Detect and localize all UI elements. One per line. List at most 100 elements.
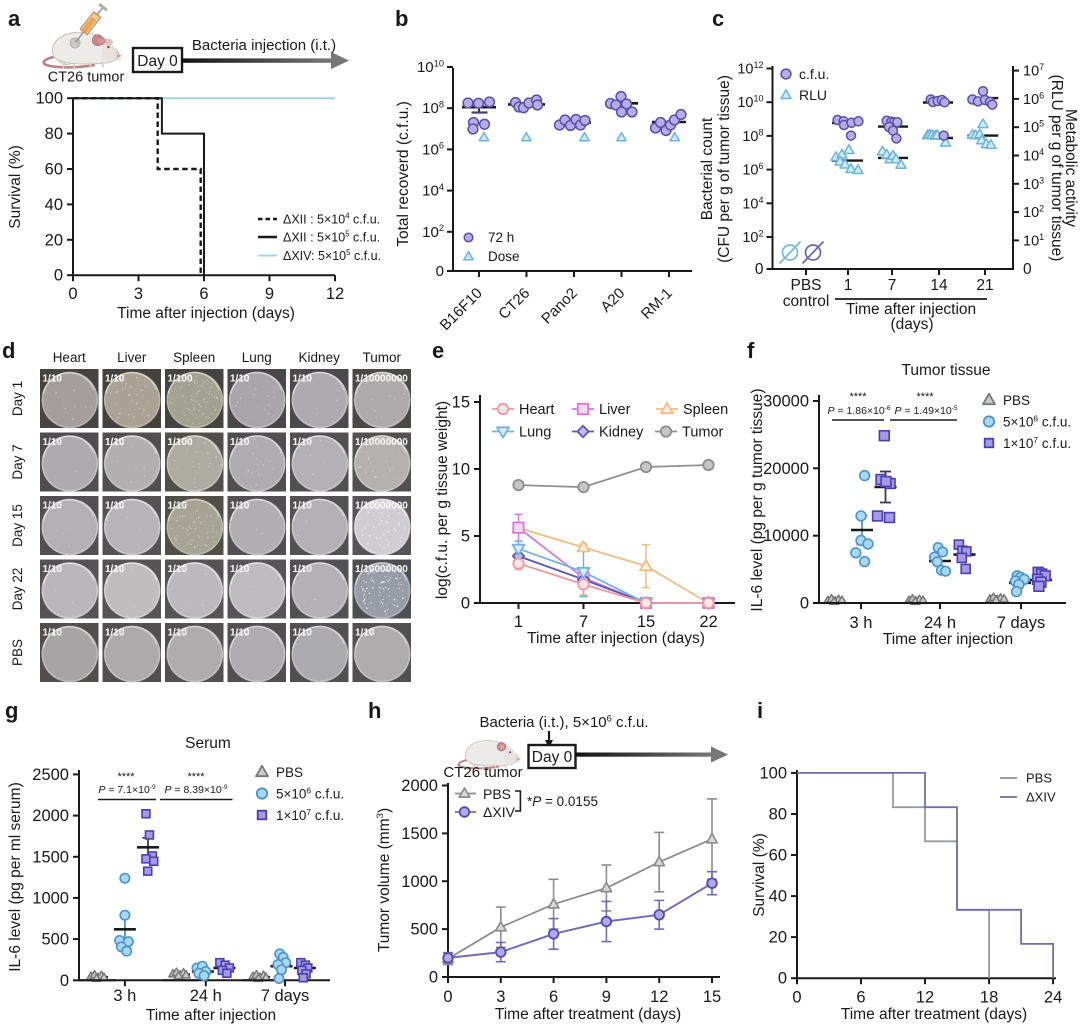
svg-text:PBS: PBS (790, 277, 821, 294)
svg-text:5×106 c.f.u.: 5×106 c.f.u. (1003, 413, 1071, 429)
svg-text:0: 0 (68, 285, 77, 303)
svg-text:20: 20 (769, 929, 787, 947)
svg-text:PBS: PBS (276, 765, 303, 780)
svg-text:1000: 1000 (401, 873, 438, 891)
svg-text:1000: 1000 (32, 889, 69, 907)
svg-text:1: 1 (514, 613, 523, 631)
svg-text:1: 1 (844, 277, 853, 294)
svg-text:1/10: 1/10 (105, 374, 125, 385)
svg-text:Spleen: Spleen (683, 402, 728, 418)
svg-text:1/10: 1/10 (105, 628, 125, 639)
svg-text:Total recoverd (c.f.u.): Total recoverd (c.f.u.) (395, 101, 412, 247)
svg-text:(RLU per g of tumor tissue): (RLU per g of tumor tissue) (1048, 75, 1065, 262)
svg-text:20: 20 (45, 231, 63, 249)
svg-text:control: control (783, 293, 830, 310)
svg-text:107: 107 (1023, 62, 1044, 80)
svg-text:101: 101 (1023, 232, 1044, 250)
svg-text:IL-6 level (pg per ml serum): IL-6 level (pg per ml serum) (7, 782, 24, 972)
svg-text:1500: 1500 (401, 825, 438, 843)
svg-text:****: **** (187, 771, 205, 783)
svg-text:PBS: PBS (10, 639, 25, 666)
svg-text:15: 15 (452, 394, 470, 412)
svg-text:14: 14 (930, 277, 948, 294)
svg-text:104: 104 (742, 195, 763, 213)
svg-text:106: 106 (1023, 90, 1044, 108)
svg-text:Time after treatment (days): Time after treatment (days) (495, 1006, 681, 1023)
svg-text:6: 6 (199, 285, 208, 303)
svg-text:Day 22: Day 22 (10, 568, 25, 611)
svg-text:12: 12 (326, 285, 344, 303)
svg-text:18: 18 (980, 989, 998, 1007)
svg-text:12: 12 (916, 989, 934, 1007)
svg-text:Time after injection: Time after injection (883, 631, 1013, 648)
svg-text:30000: 30000 (763, 393, 809, 411)
svg-text:9: 9 (602, 988, 611, 1006)
svg-text:Heart: Heart (53, 350, 86, 365)
svg-text:1/10: 1/10 (105, 564, 125, 575)
svg-text:5×106 c.f.u.: 5×106 c.f.u. (276, 785, 344, 801)
svg-text:Time after treatment (days): Time after treatment (days) (841, 1006, 1027, 1023)
svg-text:1500: 1500 (32, 848, 69, 866)
svg-text:9: 9 (265, 285, 274, 303)
svg-text:*P = 0.0155: *P = 0.0155 (527, 794, 598, 809)
svg-text:1010: 1010 (737, 94, 763, 112)
svg-text:Survival (%): Survival (%) (751, 833, 768, 917)
svg-text:24: 24 (1044, 989, 1062, 1007)
svg-text:1/10: 1/10 (43, 501, 63, 512)
svg-text:1/10: 1/10 (355, 628, 375, 639)
svg-text:103: 103 (1023, 175, 1044, 193)
svg-text:6: 6 (856, 989, 865, 1007)
svg-text:106: 106 (742, 161, 763, 179)
svg-text:1/10: 1/10 (105, 437, 125, 448)
svg-text:1/100: 1/100 (168, 374, 193, 385)
svg-text:2000: 2000 (401, 777, 438, 795)
svg-text:1/10000000: 1/10000000 (355, 564, 408, 575)
svg-text:****: **** (117, 771, 135, 783)
svg-text:1/10: 1/10 (230, 564, 250, 575)
svg-text:1010: 1010 (417, 58, 444, 76)
svg-text:Serum: Serum (185, 735, 231, 752)
svg-text:40: 40 (769, 888, 787, 906)
svg-text:24 h: 24 h (190, 987, 222, 1005)
svg-text:ΔXII : 5×104 c.f.u.: ΔXII : 5×104 c.f.u. (283, 212, 380, 227)
svg-text:100: 100 (35, 90, 63, 108)
svg-text:2500: 2500 (32, 766, 69, 784)
svg-text:c.f.u.: c.f.u. (799, 66, 829, 82)
svg-text:****: **** (916, 391, 934, 403)
svg-text:1/10: 1/10 (168, 564, 188, 575)
svg-text:CT26 tumor: CT26 tumor (48, 70, 125, 86)
svg-text:105: 105 (1023, 119, 1044, 137)
svg-text:ΔXIV: ΔXIV (483, 804, 516, 820)
svg-text:15: 15 (637, 613, 655, 631)
svg-text:log(c.f.u. per g tissue weight: log(c.f.u. per g tissue weight) (434, 401, 451, 599)
svg-text:60: 60 (769, 847, 787, 865)
svg-text:1/10: 1/10 (168, 501, 188, 512)
svg-text:1/10000000: 1/10000000 (355, 437, 408, 448)
svg-text:0: 0 (429, 969, 438, 987)
svg-text:1/10: 1/10 (43, 564, 63, 575)
svg-text:21: 21 (976, 277, 993, 294)
svg-text:0: 0 (792, 989, 801, 1007)
svg-text:0: 0 (436, 263, 444, 280)
svg-text:Tumor volume (mm3): Tumor volume (mm3) (375, 808, 393, 952)
svg-text:5: 5 (461, 528, 470, 546)
svg-text:g: g (5, 698, 18, 723)
svg-text:d: d (2, 338, 15, 363)
svg-text:100: 100 (759, 764, 787, 782)
svg-text:Tumor: Tumor (682, 425, 724, 441)
svg-text:1/10: 1/10 (43, 374, 63, 385)
svg-text:1/10000000: 1/10000000 (355, 501, 408, 512)
svg-text:1/10: 1/10 (168, 628, 188, 639)
svg-text:i: i (757, 698, 763, 723)
svg-text:2000: 2000 (32, 807, 69, 825)
svg-text:ΔXII : 5×105 c.f.u.: ΔXII : 5×105 c.f.u. (283, 230, 380, 245)
svg-text:22: 22 (699, 613, 717, 631)
svg-text:****: **** (849, 391, 867, 403)
svg-text:1×107 c.f.u.: 1×107 c.f.u. (1003, 435, 1071, 451)
svg-text:Time after injection: Time after injection (146, 1007, 276, 1024)
svg-text:60: 60 (45, 161, 63, 179)
svg-text:102: 102 (422, 223, 444, 241)
svg-text:PBS: PBS (483, 786, 511, 802)
svg-text:1/10: 1/10 (293, 437, 313, 448)
svg-text:P = 1.49×10-5: P = 1.49×10-5 (894, 405, 957, 417)
